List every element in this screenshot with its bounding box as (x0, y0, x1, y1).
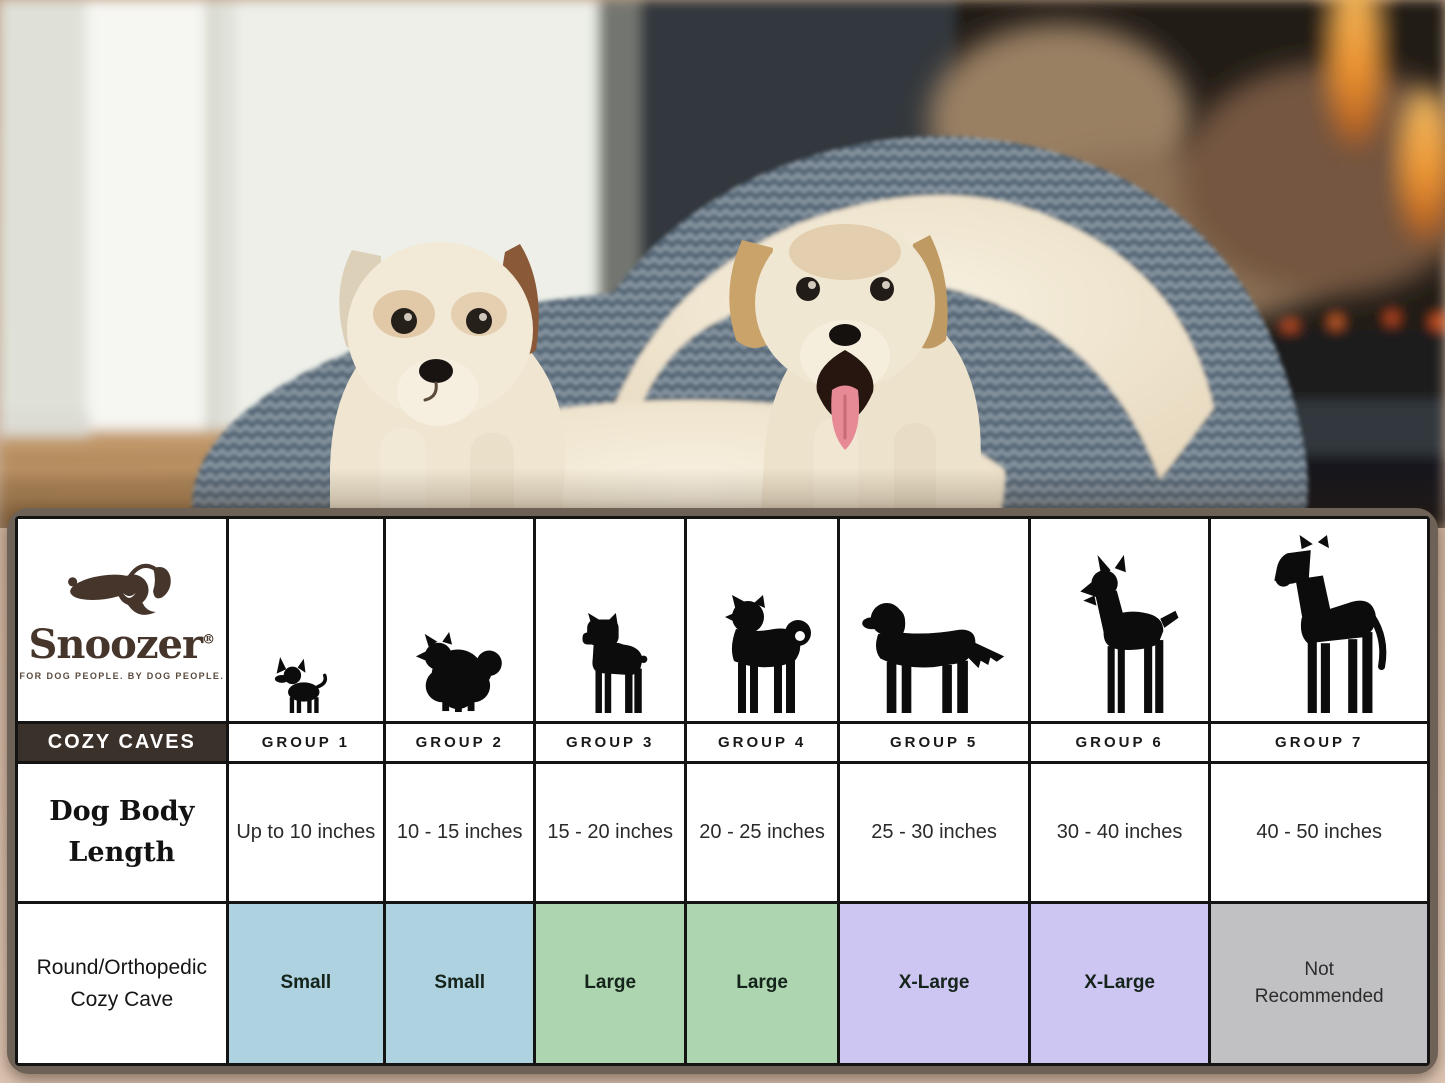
recommendation-row-label: Round/Orthopedic Cozy Cave (36, 956, 208, 1011)
group1-length: Up to 10 inches (228, 764, 387, 904)
shiba-inu-silhouette-icon (725, 595, 812, 713)
group4-header: GROUP 4 (686, 724, 841, 764)
flame (1327, 0, 1383, 145)
group5-dog-cell (840, 519, 1031, 724)
size-chart: Snoozer® FOR DOG PEOPLE. BY DOG PEOPLE. (7, 508, 1438, 1074)
group5-size: X-Large (840, 904, 1031, 1063)
dog-right-nose (829, 324, 861, 346)
group1-size: Small (228, 904, 387, 1063)
brand-tagline: FOR DOG PEOPLE. BY DOG PEOPLE. (19, 671, 225, 681)
group2-size: Small (386, 904, 537, 1063)
registered-mark: ® (202, 632, 216, 648)
snoozer-dog-head-icon (63, 559, 181, 623)
group7-dog-cell (1211, 519, 1427, 724)
group4-length: 20 - 25 inches (686, 764, 841, 904)
group5-header: GROUP 5 (840, 724, 1031, 764)
brand-wordmark: Snoozer® (28, 621, 216, 668)
great-dane-silhouette-icon (1274, 535, 1387, 713)
group2-header: GROUP 2 (386, 724, 537, 764)
group6-length: 30 - 40 inches (1030, 764, 1212, 904)
dog-left-nose (419, 359, 453, 383)
group6-dog-cell (1030, 519, 1212, 724)
chihuahua-silhouette-icon (275, 657, 328, 713)
group3-header: GROUP 3 (536, 724, 687, 764)
boston-terrier-silhouette-icon (582, 613, 648, 713)
group4-dog-cell (686, 519, 841, 724)
group7-length: 40 - 50 inches (1211, 764, 1427, 904)
brand-logo: Snoozer® FOR DOG PEOPLE. BY DOG PEOPLE. (18, 519, 229, 724)
group1-header: GROUP 1 (228, 724, 387, 764)
pomeranian-silhouette-icon (415, 631, 502, 713)
doberman-silhouette-icon (1080, 555, 1179, 713)
group7-header: GROUP 7 (1211, 724, 1427, 764)
size-chart-grid: Snoozer® FOR DOG PEOPLE. BY DOG PEOPLE. (15, 516, 1430, 1066)
group7-size: Not Recommended (1211, 904, 1427, 1063)
group5-length: 25 - 30 inches (840, 764, 1031, 904)
group3-size: Large (536, 904, 687, 1063)
group3-dog-cell (536, 519, 687, 724)
retriever-silhouette-icon (862, 603, 1005, 713)
group3-length: 15 - 20 inches (536, 764, 687, 904)
group2-dog-cell (386, 519, 537, 724)
group6-header: GROUP 6 (1030, 724, 1212, 764)
group2-length: 10 - 15 inches (386, 764, 537, 904)
section-label: COZY CAVES (18, 724, 229, 764)
not-recommended-text: Not Recommended (1254, 958, 1384, 1007)
hero-photo (0, 0, 1445, 723)
body-length-row-label: Dog Body Length (49, 796, 195, 868)
group4-size: Large (686, 904, 841, 1063)
group1-dog-cell (228, 519, 387, 724)
hero-photo-illustration (0, 0, 1445, 723)
group6-size: X-Large (1030, 904, 1212, 1063)
